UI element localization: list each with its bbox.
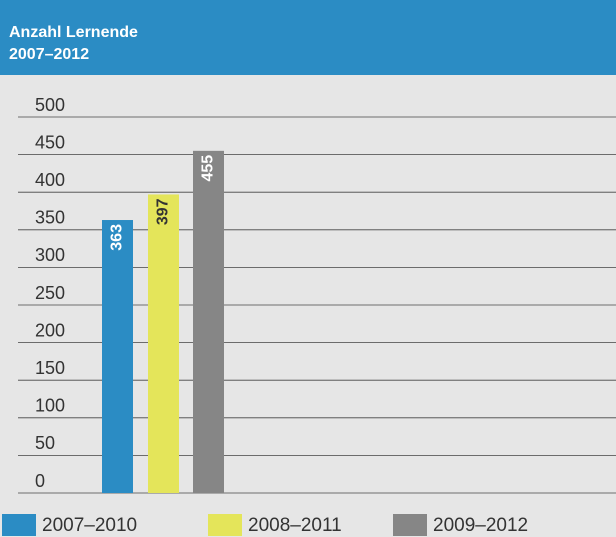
bar — [148, 194, 179, 493]
legend-label: 2007–2010 — [42, 515, 137, 536]
y-tick-label: 200 — [35, 320, 65, 340]
y-tick-label: 450 — [35, 132, 65, 152]
y-tick-label: 350 — [35, 208, 65, 228]
legend-swatch — [393, 514, 427, 536]
header — [0, 0, 616, 75]
y-tick-label: 300 — [35, 245, 65, 265]
y-tick-label: 150 — [35, 358, 65, 378]
y-tick-label: 250 — [35, 283, 65, 303]
bar — [102, 220, 133, 494]
legend-label: 2009–2012 — [433, 515, 528, 536]
bar — [193, 150, 224, 493]
y-tick-label: 400 — [35, 170, 65, 190]
legend-label: 2008–2011 — [248, 515, 342, 536]
y-tick-label: 0 — [35, 471, 45, 491]
y-tick-label: 100 — [35, 396, 65, 416]
y-tick-label: 50 — [35, 433, 55, 453]
legend-swatch — [208, 514, 242, 536]
chart-title: Anzahl Lernende — [9, 24, 138, 41]
data-label: 397 — [155, 198, 172, 225]
data-label: 455 — [200, 155, 217, 182]
chart-subtitle: 2007–2012 — [9, 46, 89, 63]
y-tick-label: 500 — [35, 95, 65, 115]
data-label: 363 — [109, 224, 126, 251]
legend-swatch — [2, 514, 36, 536]
